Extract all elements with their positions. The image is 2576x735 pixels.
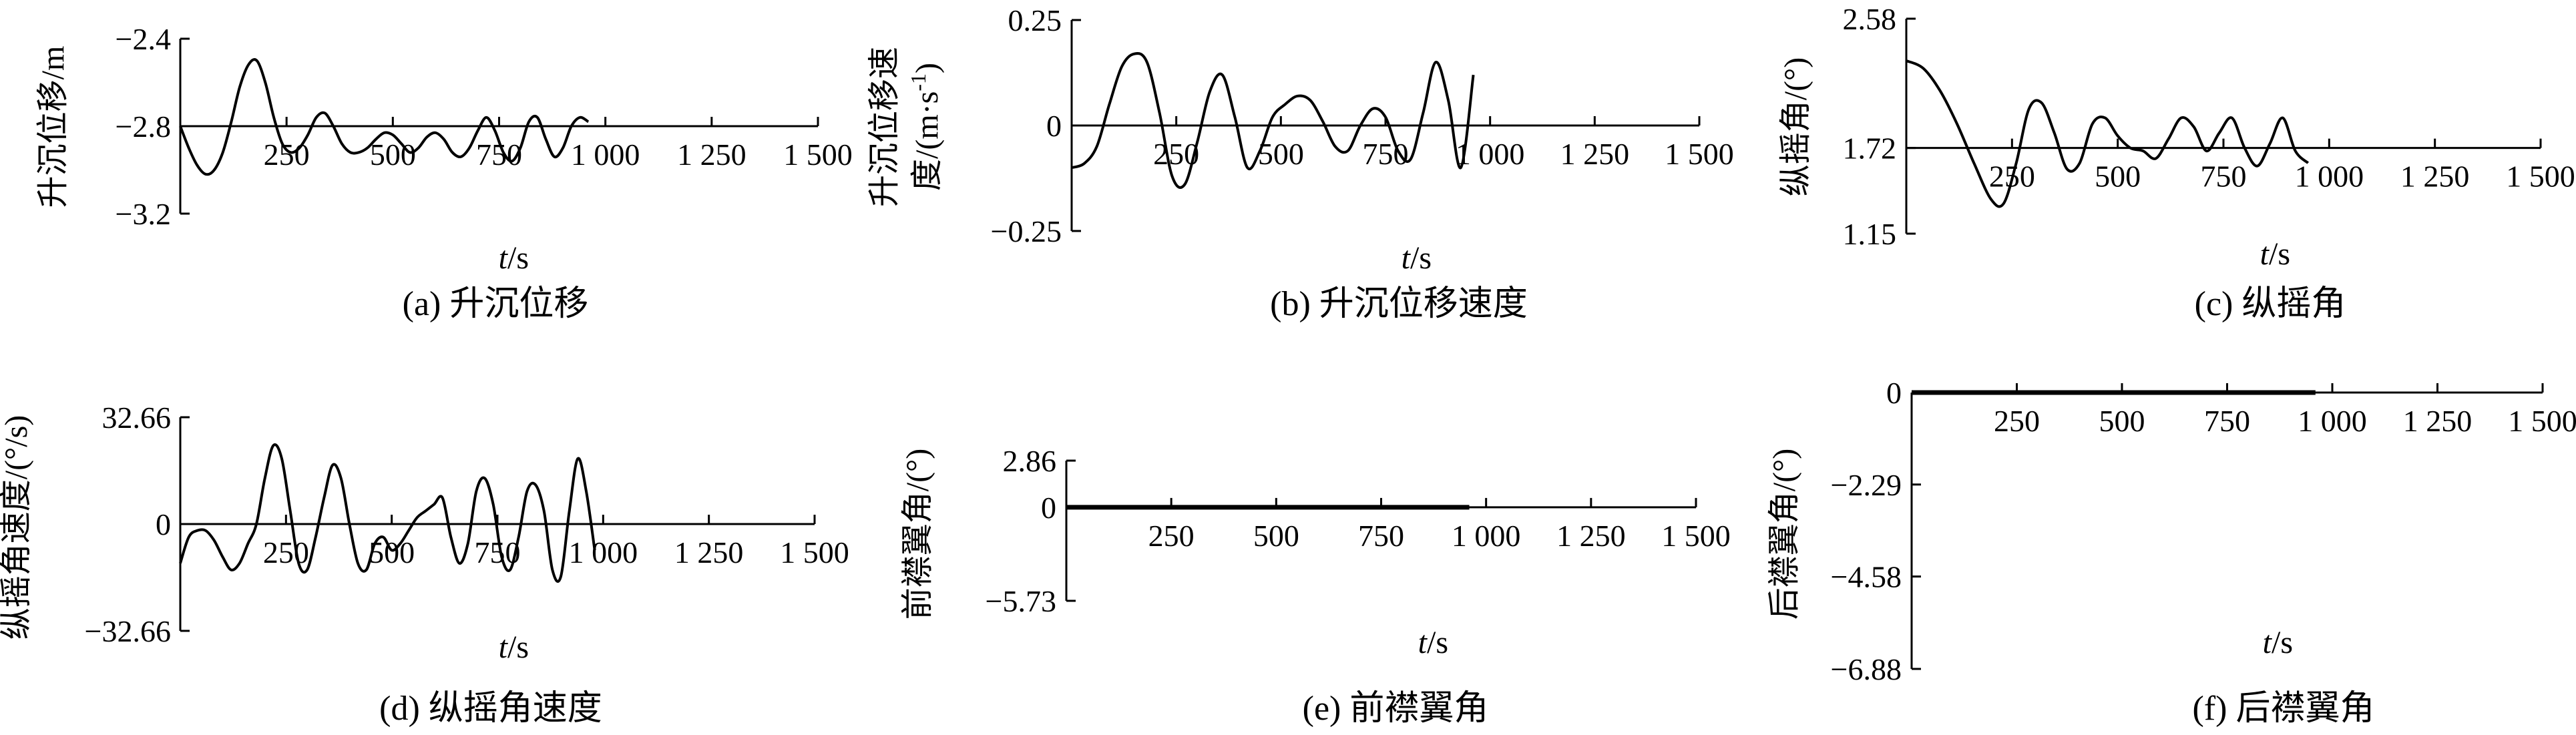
- panel-b-xtick-label: 1 250: [1560, 137, 1630, 171]
- panel-b-ytick-label: 0.25: [1008, 3, 1062, 37]
- panel-d: 纵摇角速度/(°/s) t /s (d) 纵摇角速度 32.66 0 −32.66 2…: [0, 401, 849, 728]
- panel-f-ytick-label: −6.88: [1831, 652, 1902, 686]
- panel-e-xtick-label: 250: [1148, 519, 1195, 553]
- panel-a-xtick-label: 500: [370, 138, 416, 172]
- panel-c-ytick-label: 2.58: [1843, 2, 1897, 36]
- panel-c-ylabel: 纵摇角/(°): [1778, 57, 1813, 197]
- panel-c-series-line: [1906, 59, 2310, 208]
- panel-c-xtick-label: 1 250: [2400, 160, 2470, 194]
- panel-f-ytick-label: 0: [1886, 376, 1902, 410]
- panel-a-series-line: [179, 58, 590, 176]
- panel-f-xlabel-unit: /s: [2272, 625, 2293, 660]
- panel-b-ytick-label: 0: [1046, 109, 1062, 143]
- panel-c-xlabel-t: t: [2260, 236, 2270, 272]
- panel-b-ylabel-line2: 度/(m·s-1): [906, 63, 945, 191]
- panel-d-xtick-label: 1 000: [569, 535, 638, 569]
- panel-b-ylabel-sup: -1: [906, 73, 930, 91]
- panel-d-xlabel-unit: /s: [507, 630, 529, 665]
- panel-e-xtick-label: 1 500: [1661, 519, 1731, 553]
- panel-f-xtick-label: 250: [1994, 404, 2040, 438]
- panel-a-ylabel: 升沉位移/m: [35, 46, 71, 208]
- panel-d-ytick-label: −32.66: [85, 614, 171, 648]
- panel-b-xlabel-unit: /s: [1410, 240, 1432, 276]
- panel-b-xtick-label: 750: [1363, 137, 1409, 171]
- panel-e-caption: (e) 前襟翼角: [1303, 690, 1489, 728]
- panel-a-xtick-label: 1 500: [783, 138, 853, 172]
- panel-d-xtick-label: 1 500: [780, 535, 849, 569]
- panel-f: 后襟翼角/(°) t /s (f) 后襟翼角 0 −2.29 −4.58 −6.88 2…: [1767, 376, 2576, 728]
- panel-a-ytick-label: −2.8: [116, 109, 171, 144]
- panel-b-xtick-label: 1 500: [1665, 137, 1734, 171]
- panel-f-xlabel-t: t: [2263, 625, 2273, 660]
- panel-a-caption: (a) 升沉位移: [403, 285, 589, 323]
- panel-b-xtick-label: 500: [1258, 137, 1304, 171]
- panel-e-xlabel-unit: /s: [1427, 625, 1448, 660]
- panel-b-ylabel-line1: 升沉位移速: [867, 47, 902, 207]
- panel-e-xlabel-t: t: [1418, 625, 1428, 660]
- panel-d-xtick-label: 1 250: [674, 535, 744, 569]
- panel-f-xtick-label: 500: [2099, 404, 2145, 438]
- panel-f-xtick-label: 1 250: [2403, 404, 2473, 438]
- panel-a-xlabel-t: t: [499, 240, 509, 276]
- panel-e-ytick-label: 2.86: [1003, 444, 1057, 478]
- panel-a-ytick-label: −2.4: [116, 22, 171, 56]
- panel-b-caption: (b) 升沉位移速度: [1270, 285, 1528, 323]
- panel-a-ytick-label: −3.2: [116, 197, 171, 231]
- panel-d-ytick-label: 0: [156, 507, 171, 541]
- panel-c-xtick-label: 500: [2095, 160, 2141, 194]
- panel-e-ylabel: 前襟翼角/(°): [900, 449, 935, 620]
- panel-c-xtick-label: 750: [2201, 160, 2247, 194]
- panel-a-xtick-label: 1 250: [677, 138, 746, 172]
- panel-e-xtick-label: 750: [1358, 519, 1404, 553]
- panel-c-xtick-label: 1 500: [2506, 160, 2575, 194]
- panel-b: 升沉位移速 度/(m·s-1) t /s (b) 升沉位移速度 0.25 0 −0.…: [867, 3, 1734, 323]
- panel-d-ylabel: 纵摇角速度/(°/s): [0, 415, 34, 640]
- panel-c-xlabel-unit: /s: [2269, 236, 2290, 272]
- panel-e-xtick-label: 500: [1253, 519, 1299, 553]
- panel-e-xtick-label: 1 250: [1556, 519, 1626, 553]
- panel-d-ytick-label: 32.66: [102, 401, 172, 435]
- panel-d-xtick-label: 250: [263, 535, 309, 569]
- panel-e-ytick-label: −5.73: [986, 584, 1056, 618]
- panel-f-xtick-label: 1 500: [2508, 404, 2576, 438]
- panel-b-ytick-label: −0.25: [991, 214, 1062, 248]
- panel-f-caption: (f) 后襟翼角: [2193, 690, 2375, 728]
- panel-b-ylabel-main: 度/(m·s: [909, 91, 945, 191]
- panel-f-xtick-label: 1 000: [2298, 404, 2367, 438]
- panel-f-ytick-label: −4.58: [1831, 560, 1902, 594]
- panel-c-ytick-label: 1.15: [1843, 217, 1897, 251]
- panel-e-ytick-label: 0: [1041, 491, 1056, 525]
- panel-d-xlabel-t: t: [499, 630, 509, 665]
- panel-a-xtick-label: 1 000: [571, 138, 640, 172]
- panel-d-series-line: [179, 443, 596, 583]
- panel-b-xlabel-t: t: [1402, 240, 1412, 276]
- panel-a-xlabel-unit: /s: [507, 240, 529, 276]
- panel-f-ytick-label: −2.29: [1831, 468, 1902, 502]
- panel-e: 前襟翼角/(°) t /s (e) 前襟翼角 2.86 0 −5.73 250 500 7…: [900, 444, 1731, 728]
- panel-d-caption: (d) 纵摇角速度: [379, 690, 602, 728]
- panel-c-ytick-label: 1.72: [1843, 132, 1897, 166]
- panel-f-ylabel: 后襟翼角/(°): [1767, 449, 1802, 620]
- panel-e-xtick-label: 1 000: [1452, 519, 1521, 553]
- panel-f-xtick-label: 750: [2204, 404, 2250, 438]
- panel-b-series-line: [1071, 52, 1475, 189]
- panel-c-caption: (c) 纵摇角: [2195, 285, 2346, 323]
- panel-c-xtick-label: 1 000: [2295, 160, 2364, 194]
- panel-b-ylabel-end: ): [909, 63, 945, 73]
